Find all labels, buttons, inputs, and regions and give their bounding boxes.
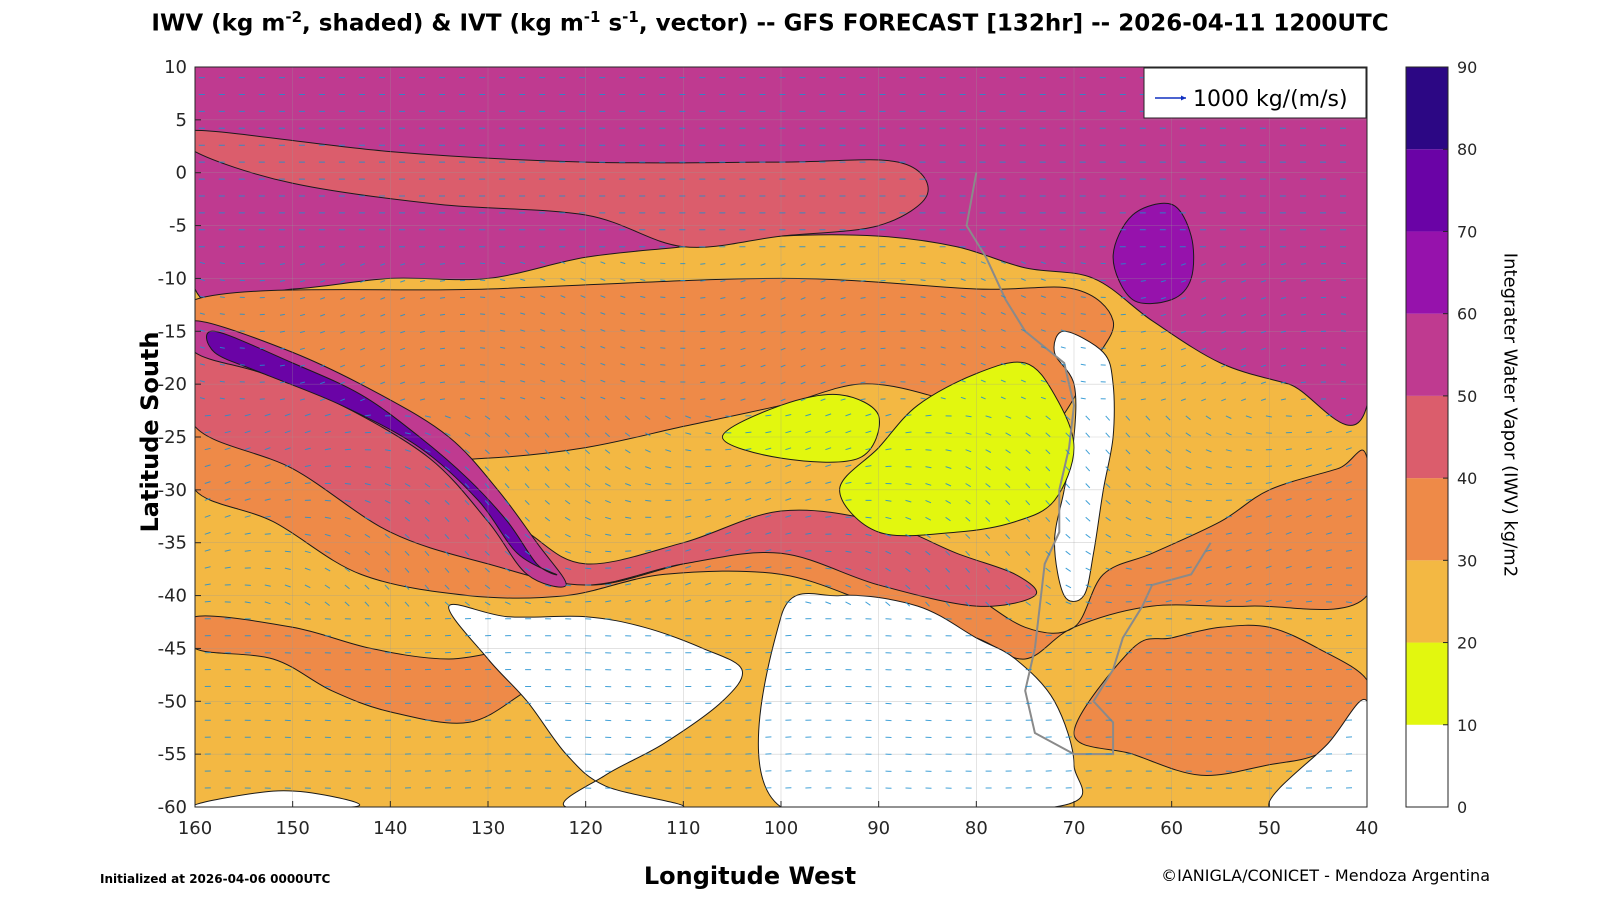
x-tick-label: 80 — [965, 818, 988, 839]
colorbar-tick-label: 70 — [1457, 222, 1477, 241]
legend-arrowhead-icon — [1181, 95, 1186, 101]
colorbar-segment — [1406, 395, 1448, 479]
legend-box — [1143, 67, 1367, 119]
iwv-shaded-layers — [195, 67, 1367, 807]
x-tick-label: 150 — [275, 818, 309, 839]
x-tick-label: 100 — [764, 818, 798, 839]
x-axis-ticks: 160 150 140 130 120 110 100 90 80 70 60 50 40 — [178, 801, 1379, 839]
colorbar-segment — [1406, 642, 1448, 725]
iwv-region-southeast-dry-zone — [1268, 698, 1367, 807]
y-tick-label: -50 — [158, 691, 187, 712]
y-tick-label: -35 — [158, 533, 187, 554]
colorbar: 0 10 20 30 40 50 60 70 80 90 — [1405, 58, 1477, 817]
legend-label: 1000 kg/(m/s) — [1193, 87, 1348, 112]
x-tick-label: 70 — [1063, 818, 1086, 839]
y-tick-label: 0 — [176, 163, 187, 184]
iwv-region-south-atlantic-patch — [1073, 624, 1367, 776]
x-tick-label: 60 — [1160, 818, 1183, 839]
ivt-vectors — [198, 77, 1353, 789]
y-tick-label: -20 — [158, 374, 187, 395]
colorbar-label: Integrater Water Vapor (IWV) kg/m2 — [1499, 252, 1521, 578]
colorbar-segment — [1406, 149, 1448, 232]
x-tick-label: 130 — [471, 818, 505, 839]
iwv-region-south-dry-zone — [448, 603, 744, 807]
colorbar-segment — [1406, 313, 1448, 396]
y-tick-label: -10 — [158, 268, 187, 289]
iwv-region-amazon-core — [1112, 202, 1195, 305]
colorbar-frame — [1405, 66, 1449, 808]
y-tick-label: -55 — [158, 744, 187, 765]
x-tick-label: 50 — [1258, 818, 1281, 839]
y-tick-label: -5 — [169, 216, 187, 237]
y-axis-ticks: 10 5 0 -5 -10 -15 -20 -25 -30 -35 -40 -45 -50 -55 -60 — [158, 57, 201, 818]
iwv-region-atmospheric-river-core — [206, 330, 558, 576]
colorbar-segment — [1406, 231, 1448, 314]
colorbar-tick-label: 10 — [1457, 716, 1477, 735]
colorbar-tick-label: 40 — [1457, 469, 1477, 488]
initialized-note: Initialized at 2026-04-06 0000UTC — [100, 872, 331, 886]
colorbar-tick-label: 50 — [1457, 387, 1477, 406]
iwv-region-equatorial-weak-band — [195, 129, 929, 248]
credit-note: ©IANIGLA/CONICET - Mendoza Argentina — [1161, 866, 1490, 885]
ivt-vector-field — [198, 77, 1353, 789]
colorbar-segment — [1406, 478, 1448, 561]
iwv-region-southwest-dry-strip — [195, 790, 361, 807]
colorbar-tick-label: 20 — [1457, 634, 1477, 653]
x-tick-label: 140 — [373, 818, 407, 839]
y-tick-label: -25 — [158, 427, 187, 448]
chart-title: IWV (kg m-2, shaded) & IVT (kg m-1 s-1, … — [151, 8, 1389, 37]
iwv-region-pacific-dry-east — [721, 393, 880, 463]
colorbar-segment — [1406, 560, 1448, 643]
y-tick-label: 10 — [164, 57, 187, 78]
y-tick-label: -30 — [158, 480, 187, 501]
iwv-region-andes-dry — [1053, 330, 1115, 603]
x-tick-label: 90 — [867, 818, 890, 839]
colorbar-tick-label: 80 — [1457, 140, 1477, 159]
y-tick-label: -60 — [158, 797, 187, 818]
y-axis-label: Latitude South — [136, 331, 164, 533]
colorbar-tick-label: 60 — [1457, 305, 1477, 324]
y-tick-label: -40 — [158, 586, 187, 607]
x-tick-label: 40 — [1356, 818, 1379, 839]
colorbar-tick-label: 0 — [1457, 798, 1467, 817]
y-tick-label: -45 — [158, 638, 187, 659]
y-tick-label: -15 — [158, 321, 187, 342]
legend: 1000 kg/(m/s) — [1143, 67, 1367, 119]
colorbar-tick-label: 90 — [1457, 58, 1477, 77]
y-tick-label: 5 — [176, 110, 187, 131]
colorbar-tick-label: 30 — [1457, 551, 1477, 570]
colorbar-segment — [1406, 724, 1448, 807]
iwv-region-south-dry-zone-east — [757, 593, 1084, 807]
x-axis-label: Longitude West — [643, 862, 857, 890]
iwv-region-tropical-band — [195, 67, 1367, 426]
plot-area — [195, 67, 1367, 807]
x-tick-label: 160 — [178, 818, 212, 839]
colorbar-segment — [1406, 67, 1448, 150]
x-tick-label: 120 — [568, 818, 602, 839]
x-tick-label: 110 — [666, 818, 700, 839]
grid-lines — [195, 67, 1367, 807]
iwv-region-subtropical-dry-east — [839, 361, 1075, 537]
